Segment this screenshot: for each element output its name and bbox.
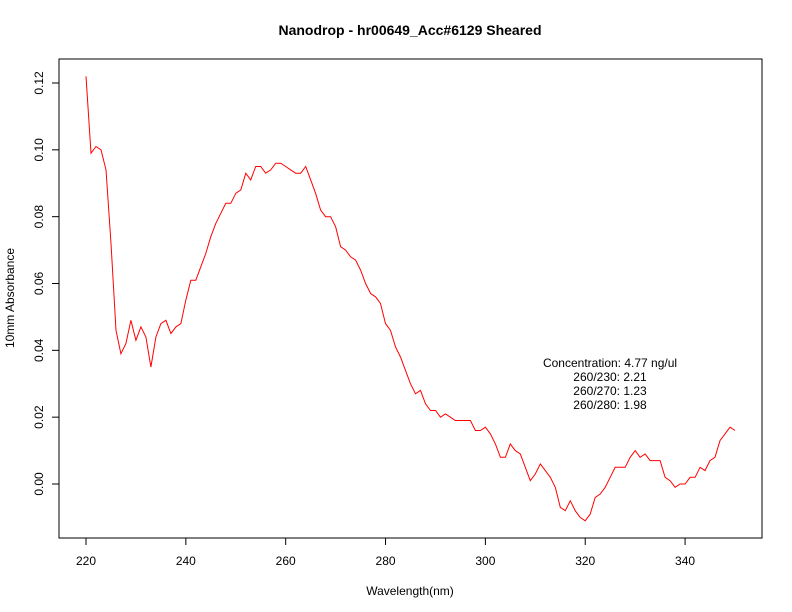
y-tick-label: 0.06 bbox=[32, 271, 46, 295]
y-tick-label: 0.12 bbox=[32, 71, 46, 95]
y-axis-label: 10mm Absorbance bbox=[3, 248, 17, 348]
y-tick-label: 0.00 bbox=[32, 472, 46, 496]
y-tick-label: 0.04 bbox=[32, 338, 46, 362]
x-tick-label: 240 bbox=[176, 554, 196, 568]
x-tick-label: 220 bbox=[76, 554, 96, 568]
ratio-260-280-text: 260/280: 1.98 bbox=[573, 398, 647, 412]
ratio-260-230-text: 260/230: 2.21 bbox=[573, 370, 647, 384]
x-tick-label: 320 bbox=[575, 554, 595, 568]
y-tick-label: 0.10 bbox=[32, 138, 46, 162]
x-tick-label: 300 bbox=[475, 554, 495, 568]
chart-title: Nanodrop - hr00649_Acc#6129 Sheared bbox=[278, 22, 541, 38]
concentration-text: Concentration: 4.77 ng/ul bbox=[543, 356, 677, 370]
x-axis-label: Wavelength(nm) bbox=[366, 584, 454, 598]
x-tick-label: 280 bbox=[376, 554, 396, 568]
metrics-annotation: Concentration: 4.77 ng/ul 260/230: 2.21 … bbox=[543, 356, 677, 412]
x-tick-label: 260 bbox=[276, 554, 296, 568]
x-axis: 220 240 260 280 300 320 340 bbox=[76, 537, 695, 568]
ratio-260-270-text: 260/270: 1.23 bbox=[573, 384, 647, 398]
plot-frame bbox=[58, 58, 763, 539]
absorbance-series-line bbox=[85, 76, 736, 522]
y-axis: 0.00 0.02 0.04 0.06 0.08 0.10 0.12 bbox=[32, 71, 60, 496]
y-tick-label: 0.08 bbox=[32, 205, 46, 229]
x-tick-label: 340 bbox=[675, 554, 695, 568]
y-tick-label: 0.02 bbox=[32, 405, 46, 429]
